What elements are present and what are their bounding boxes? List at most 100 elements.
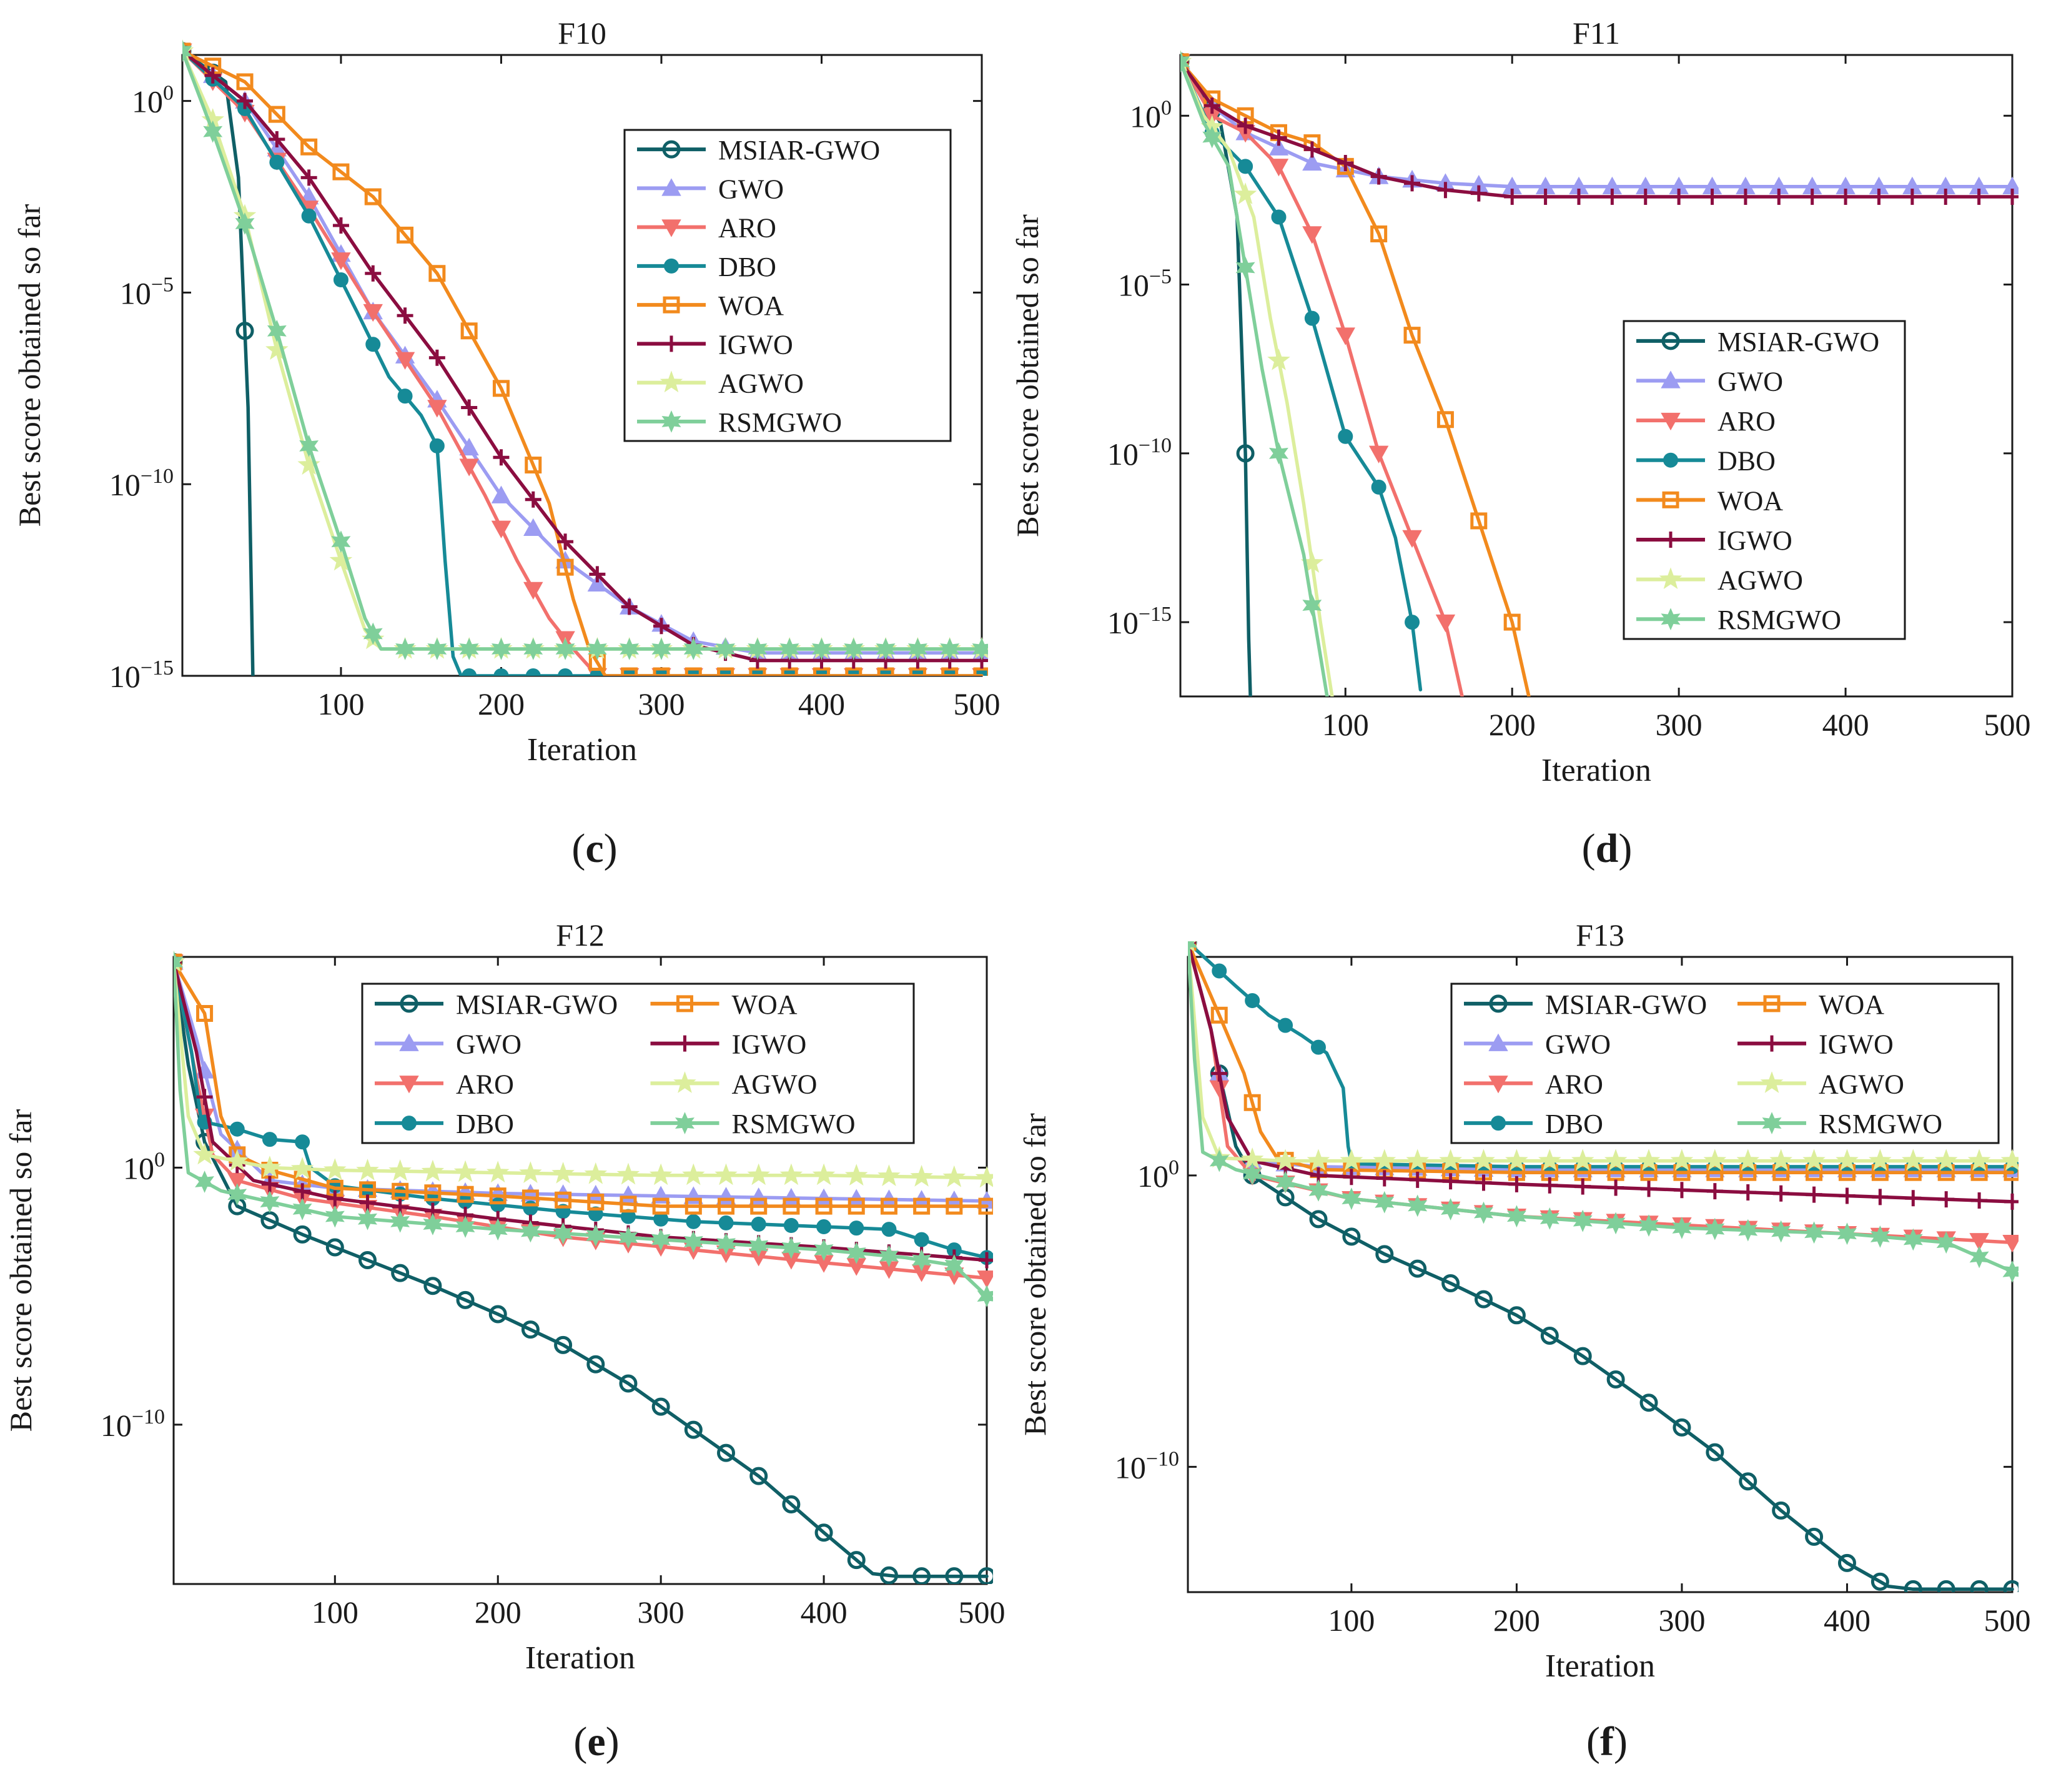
- data-point-marker: [815, 1197, 833, 1215]
- data-point-marker: [455, 1215, 475, 1238]
- data-point-marker: [879, 1566, 898, 1584]
- data-point-marker: [1570, 189, 1587, 205]
- legend-label: IGWO: [1819, 1029, 1894, 1060]
- data-point-marker: [462, 668, 477, 676]
- data-point-marker: [421, 1159, 445, 1182]
- legend-marker: [399, 1033, 419, 1051]
- data-point-marker: [1302, 152, 1322, 171]
- data-point-marker: [1703, 1149, 1727, 1171]
- data-point-marker: [1904, 189, 1920, 205]
- data-point-marker: [555, 1191, 572, 1209]
- plot-frame: [172, 956, 988, 1585]
- data-point-marker: [523, 638, 543, 660]
- data-point-marker: [204, 67, 221, 84]
- data-point-marker: [1871, 1572, 1889, 1591]
- data-point-marker: [1405, 615, 1420, 630]
- data-point-marker: [749, 1467, 768, 1485]
- data-point-marker: [844, 638, 864, 660]
- data-point-marker: [1243, 1094, 1261, 1111]
- data-point-marker: [1936, 1231, 1956, 1254]
- series-layer: [174, 949, 993, 1584]
- data-point-marker: [750, 1197, 768, 1215]
- data-point-marker: [1971, 1192, 1988, 1209]
- legend-item: AGWO: [1636, 565, 1803, 596]
- data-point-marker: [2002, 1260, 2019, 1283]
- x-tick-label: 300: [1656, 707, 1703, 742]
- data-point-marker: [1705, 1217, 1725, 1240]
- data-point-marker: [267, 319, 287, 342]
- legend-item: MSIAR-GWO: [1464, 989, 1707, 1020]
- legend-label: WOA: [732, 989, 798, 1020]
- y-tick-label: 100: [1137, 1156, 1179, 1194]
- data-point-marker: [1375, 1191, 1395, 1214]
- data-point-marker: [1310, 1039, 1326, 1055]
- data-point-marker: [292, 1197, 312, 1220]
- legend: MSIAR-GWO GWO ARO DBO WOA IGWO AGWO RSMGWO: [1450, 983, 2000, 1144]
- x-tick-label: 500: [1984, 707, 2031, 742]
- data-point-marker: [193, 1142, 216, 1165]
- legend-box: [1450, 983, 2000, 1144]
- panel-label: (f): [1586, 1719, 1628, 1765]
- data-point-marker: [1376, 1170, 1393, 1187]
- data-point-marker: [460, 322, 478, 340]
- panel-c: F10 100 200 300 400 500 100 10−5 10−10 10−15 Itera…: [12, 16, 1001, 871]
- legend-item: DBO: [1636, 446, 1776, 477]
- data-point-marker: [748, 638, 768, 660]
- data-point-marker: [620, 638, 640, 660]
- data-point-marker: [847, 1551, 866, 1570]
- data-point-marker: [357, 1207, 378, 1230]
- data-point-marker: [811, 638, 831, 660]
- data-point-marker: [716, 638, 736, 660]
- legend-item: AGWO: [1737, 1069, 1904, 1099]
- data-point-marker: [1606, 1370, 1625, 1389]
- x-tick-label: 200: [475, 1595, 521, 1630]
- data-point-marker: [1804, 189, 1821, 205]
- data-point-marker: [453, 1160, 477, 1182]
- legend-marker: [1488, 1033, 1508, 1051]
- data-point-marker: [487, 1161, 510, 1183]
- data-point-marker: [488, 1218, 508, 1241]
- y-tick-label: 10−10: [1115, 1447, 1179, 1485]
- data-point-marker: [364, 188, 382, 205]
- data-point-marker: [944, 1254, 964, 1277]
- data-point-marker: [1212, 963, 1227, 979]
- legend-marker: [1659, 567, 1683, 590]
- legend-label: RSMGWO: [732, 1109, 856, 1139]
- legend-marker: [675, 1112, 695, 1134]
- data-point-marker: [1202, 126, 1222, 149]
- data-point-marker: [589, 566, 606, 583]
- data-point-marker: [2004, 1193, 2019, 1210]
- series-markers-rsmgwo: [1180, 50, 1322, 616]
- data-point-marker: [1970, 1580, 1989, 1592]
- data-point-marker: [261, 1176, 278, 1192]
- data-point-marker: [427, 638, 447, 660]
- data-point-marker: [489, 1187, 507, 1205]
- data-point-marker: [1309, 1210, 1328, 1229]
- data-point-marker: [1338, 428, 1353, 444]
- legend-marker: [661, 219, 681, 237]
- data-point-marker: [846, 1242, 866, 1264]
- data-point-marker: [975, 1166, 993, 1188]
- data-point-marker: [1436, 411, 1454, 428]
- series-markers-msiar-gwo: [1188, 941, 2019, 1592]
- legend-item: DBO: [375, 1109, 514, 1139]
- data-point-marker: [558, 668, 573, 676]
- data-point-marker: [1771, 1220, 1791, 1243]
- data-point-marker: [1869, 1149, 1892, 1171]
- data-point-marker: [1769, 1149, 1792, 1171]
- data-point-marker: [621, 667, 638, 676]
- data-point-marker: [848, 1197, 865, 1215]
- data-point-marker: [1802, 1149, 1826, 1171]
- legend-marker: [402, 1116, 417, 1131]
- data-point-marker: [1442, 1173, 1459, 1190]
- legend-marker: [1661, 608, 1681, 631]
- series-layer: [1180, 49, 2019, 696]
- data-point-marker: [913, 1197, 931, 1215]
- data-point-marker: [914, 1232, 929, 1247]
- legend-marker: [1760, 1071, 1784, 1093]
- data-point-marker: [323, 1158, 347, 1181]
- data-point-marker: [297, 453, 320, 475]
- data-point-marker: [940, 638, 960, 660]
- data-point-marker: [877, 1164, 901, 1186]
